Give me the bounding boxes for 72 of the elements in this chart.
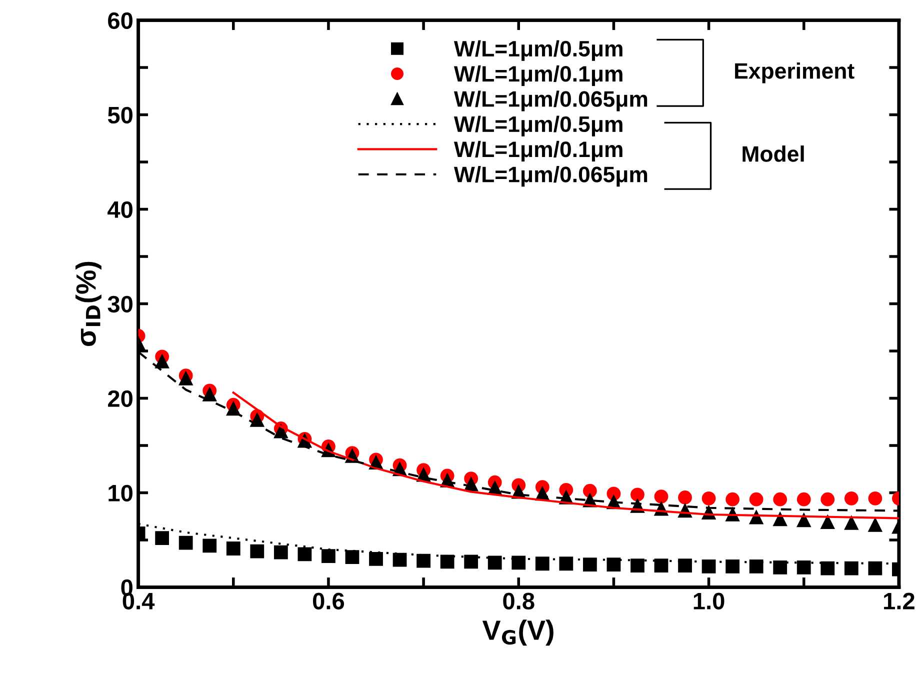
point xyxy=(820,492,835,506)
point xyxy=(868,518,882,532)
x-tick-label: 1.2 xyxy=(884,592,914,610)
point xyxy=(298,547,312,562)
y-axis-title: σ$_{ID}$(%) xyxy=(76,262,102,346)
legend-label: W/L=1μm/0.5μm xyxy=(454,40,622,61)
point xyxy=(512,556,526,570)
point xyxy=(820,515,835,529)
annotation: Experiment xyxy=(735,62,854,84)
point xyxy=(844,561,858,576)
annotation: Model xyxy=(742,146,804,162)
y-tick-label: 40 xyxy=(108,201,132,218)
point xyxy=(868,491,882,506)
point xyxy=(844,491,858,506)
point xyxy=(678,558,692,572)
point xyxy=(202,538,217,553)
point xyxy=(654,558,668,572)
point xyxy=(582,484,597,498)
point xyxy=(606,558,621,572)
point xyxy=(369,552,383,566)
point xyxy=(155,531,170,546)
y-tick-label: 30 xyxy=(108,296,132,313)
point xyxy=(582,558,597,572)
point xyxy=(392,552,407,567)
point xyxy=(726,560,740,574)
point xyxy=(440,554,454,569)
x-tick-label: 0.6 xyxy=(312,592,344,610)
point xyxy=(178,536,193,550)
y-tick-label: 20 xyxy=(108,390,132,408)
point xyxy=(678,490,692,504)
point xyxy=(820,561,835,576)
point xyxy=(726,492,740,506)
point xyxy=(345,550,360,564)
point xyxy=(322,549,336,564)
point xyxy=(773,492,788,506)
point xyxy=(702,560,716,574)
point xyxy=(416,554,430,568)
point xyxy=(796,492,811,506)
point xyxy=(250,544,264,558)
legend-label: W/L=1μm/0.1μm xyxy=(454,140,622,162)
legend-label: W/L=1μm/0.065μm xyxy=(454,166,648,187)
point xyxy=(796,560,811,574)
point xyxy=(773,512,788,526)
point xyxy=(702,491,716,506)
point xyxy=(749,492,764,506)
x-tick-label: 1.0 xyxy=(694,592,724,610)
point xyxy=(749,560,764,574)
x-axis-title: V$_{G}$(V) xyxy=(482,620,554,646)
point xyxy=(559,556,574,571)
point xyxy=(868,561,882,576)
point xyxy=(844,516,858,530)
point xyxy=(488,556,502,570)
legend-label: W/L=1μm/0.5μm xyxy=(454,116,622,136)
point xyxy=(274,545,288,560)
x-tick-label: 0.8 xyxy=(503,592,534,610)
y-tick-label: 10 xyxy=(108,484,132,502)
point xyxy=(796,513,811,528)
point xyxy=(630,488,644,502)
point xyxy=(226,542,240,556)
point xyxy=(630,558,644,572)
point xyxy=(654,490,668,504)
legend-label: W/L=1μm/0.065μm xyxy=(454,90,648,112)
point xyxy=(155,354,170,368)
point xyxy=(178,371,193,386)
point xyxy=(464,554,478,569)
y-tick-label: 60 xyxy=(108,12,132,30)
point xyxy=(535,556,550,571)
legend-label: W/L=1μm/0.1μm xyxy=(454,65,622,86)
y-tick-label: 50 xyxy=(108,106,132,124)
point xyxy=(773,560,788,574)
point xyxy=(202,388,217,402)
point xyxy=(274,424,288,438)
